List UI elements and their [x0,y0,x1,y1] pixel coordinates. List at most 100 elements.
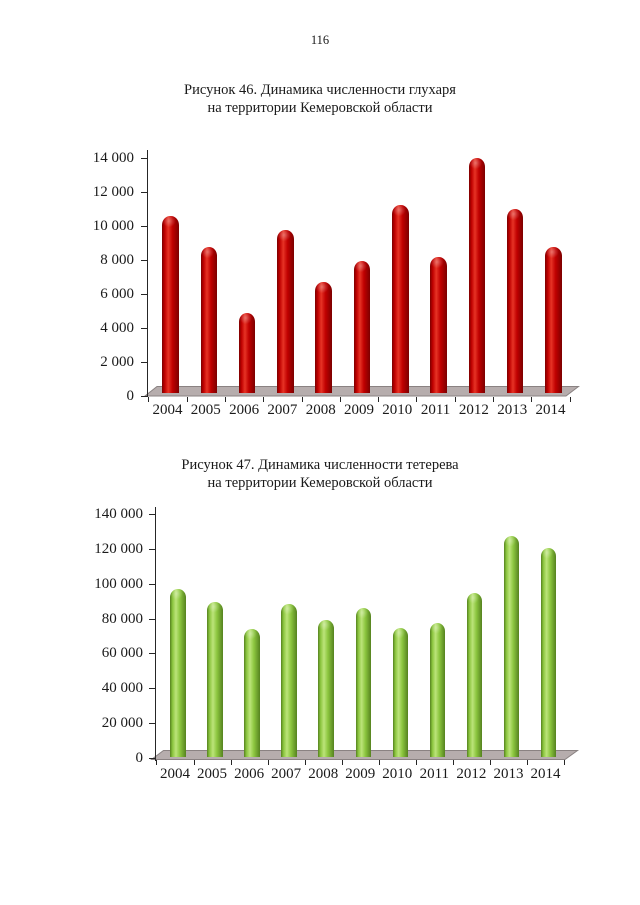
x-axis-tick [263,396,265,402]
x-axis-tick-label: 2008 [308,766,339,782]
y-axis-tick [148,653,155,655]
figure-47-caption-line1: Рисунок 47. Динамика численности тетерев… [181,457,459,473]
x-axis-tick [531,396,533,402]
x-axis-tick-label: 2013 [497,402,528,418]
y-axis-tick-label: 2 000 [100,354,134,371]
y-axis-tick-label: 140 000 [94,506,143,523]
bar-2011 [429,623,446,758]
x-axis-tick [301,396,303,402]
x-axis-tick [526,760,528,765]
x-axis-tick [454,396,456,402]
y-axis-line [147,150,148,397]
bar-2012 [468,157,486,394]
bar-2007 [281,604,297,758]
bar-2010 [392,627,409,758]
x-axis-tick-label: 2011 [420,402,451,418]
x-axis-tick [378,396,380,402]
y-axis-tick-label: 8 000 [100,252,134,268]
page-number: 116 [310,33,330,47]
x-axis-tick-label: 2011 [419,766,450,782]
y-axis-tick [141,157,147,159]
y-axis-tick-label: 20 000 [101,714,143,731]
bar-2011 [430,256,447,394]
y-axis-tick [141,396,147,398]
x-axis-tick-label: 2014 [535,402,566,418]
x-axis-tick-label: 2004 [152,402,183,418]
figure-46-caption: Рисунок 46. Динамика численности глухаря… [0,81,640,117]
bar-2005 [200,247,218,394]
y-axis-tick-label: 60 000 [101,645,143,662]
y-axis-tick [148,583,155,585]
bar-2010 [392,204,409,394]
x-axis-tick-label: 2006 [234,766,265,782]
y-axis-tick-label: 4 000 [100,320,134,337]
x-axis-tick [415,760,417,765]
y-axis-tick-label: 120 000 [94,540,143,557]
x-axis-tick [193,760,195,765]
y-axis-tick [148,757,155,759]
x-axis-tick [564,760,566,765]
x-axis-tick-label: 2006 [229,402,260,418]
bar-2013 [503,536,520,758]
x-axis-tick [304,760,306,765]
bar-2013 [506,209,524,394]
y-axis-tick [148,548,155,550]
x-axis-tick-label: 2010 [382,766,413,782]
y-axis-line [154,507,156,761]
y-axis-tick [148,618,155,620]
y-axis-tick [141,260,147,261]
x-axis-tick-label: 2012 [456,766,487,782]
x-axis-tick-label: 2013 [493,766,524,782]
y-axis-tick-label: 6 000 [100,286,134,303]
y-axis-tick-label: 10 000 [92,217,134,234]
x-axis-tick-label: 2012 [458,402,489,418]
y-axis-tick-label: 12 000 [92,183,134,200]
x-axis-tick-label: 2009 [345,766,376,782]
figure-46-caption-line2: на территории Кемеровской области [207,100,433,116]
x-axis-tick-label: 2007 [267,402,298,418]
y-axis-tick [141,294,147,296]
bar-2006 [244,629,260,758]
y-axis-tick-label: 14 000 [92,149,134,166]
x-axis-tick [493,396,495,402]
bar-2012 [466,592,483,758]
x-axis-tick [230,760,232,765]
x-axis-tick [267,760,269,765]
x-axis-tick [378,760,380,765]
y-axis-tick-label: 80 000 [101,610,143,627]
y-axis-tick [148,722,155,724]
y-axis-tick [141,225,147,227]
y-axis-tick [141,191,147,193]
x-axis-tick [489,760,491,765]
figure-47-caption-line2: на территории Кемеровской области [207,475,433,491]
x-axis-tick [224,396,226,402]
bar-2009 [353,261,371,394]
y-axis-tick-label: 100 000 [94,575,143,592]
figure-46-bar-chart: 0 2 000 4 000 6 000 8 000 10 000 12 000 14 000 2… [0,140,640,440]
x-axis-tick-label: 2010 [382,402,413,418]
figure-47-bar-chart: 0 20 000 40 000 60 000 80 000 100 000 120 000 1… [0,495,640,795]
bar-2004 [162,215,179,394]
x-axis-tick [416,396,418,402]
bar-2005 [207,602,223,758]
figure-46-caption-line1: Рисунок 46. Динамика численности глухаря [184,82,456,98]
y-axis-tick [148,688,155,690]
y-axis-tick [148,514,155,516]
x-axis-tick [156,760,158,765]
x-axis-tick-label: 2005 [197,766,228,782]
bar-2004 [170,589,186,758]
x-axis-tick [341,760,343,765]
x-axis-tick [339,396,341,402]
bar-2014 [545,246,562,394]
bar-2007 [277,229,294,394]
x-axis-tick [148,396,150,402]
bar-2006 [238,313,256,394]
bar-2008 [318,619,334,758]
y-axis-tick-label: 0 [135,749,144,766]
x-axis-tick-label: 2007 [271,766,302,782]
y-axis-tick [141,362,147,364]
x-axis-tick-label: 2014 [530,766,561,782]
y-axis-tick-label: 0 [126,388,135,405]
x-axis-tick-label: 2009 [344,402,374,418]
